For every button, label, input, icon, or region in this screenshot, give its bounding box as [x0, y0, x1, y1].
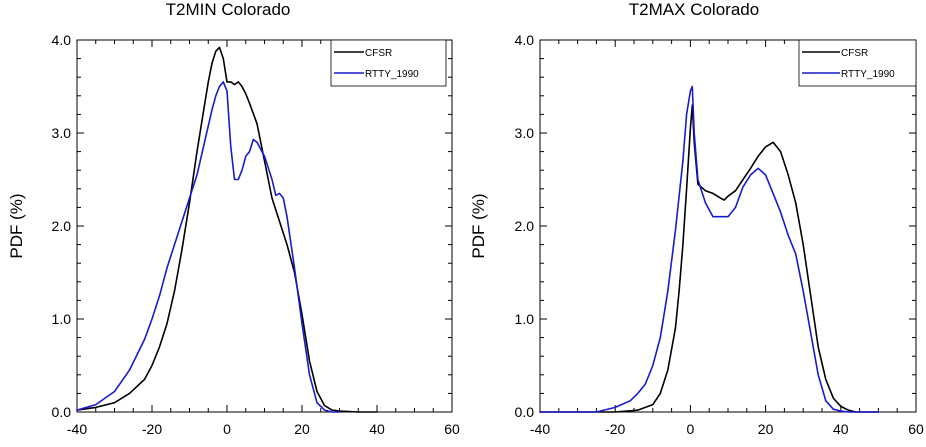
x-tick-label: -40 — [530, 421, 550, 437]
chart-panel-t2max: T2MAX Colorado PDF (%) -40 -20 0 20 40 60 0.0 1… — [469, 0, 924, 437]
y-axis-label: PDF (%) — [7, 193, 26, 258]
legend-label-rtty: RTTY_1990 — [841, 69, 895, 80]
y-tick-label: 4.0 — [52, 32, 72, 48]
series-lines — [76, 46, 378, 413]
series-line-cfsr — [539, 104, 880, 413]
x-tick-label: 60 — [444, 421, 460, 437]
axis-ticks: -40 -20 0 20 40 60 0.0 1.0 2.0 3.0 4.0 — [52, 32, 460, 437]
y-tick-label: 3.0 — [52, 125, 72, 141]
legend-label-rtty: RTTY_1990 — [365, 69, 419, 80]
x-tick-label: 0 — [223, 421, 231, 437]
legend-box — [798, 39, 917, 87]
series-lines — [539, 85, 880, 413]
y-tick-label: 0.0 — [515, 404, 535, 420]
y-tick-label: 1.0 — [515, 311, 535, 327]
x-tick-label: 40 — [369, 421, 385, 437]
x-tick-label: -20 — [142, 421, 162, 437]
legend-label-cfsr: CFSR — [365, 48, 392, 59]
x-tick-label: 0 — [687, 421, 695, 437]
chart-title: T2MAX Colorado — [629, 0, 759, 19]
x-tick-label: 20 — [294, 421, 310, 437]
y-tick-label: 4.0 — [515, 32, 535, 48]
plot-frame — [76, 39, 453, 413]
y-axis-label: PDF (%) — [469, 193, 488, 258]
x-tick-label: 20 — [758, 421, 774, 437]
legend: CFSR RTTY_1990 — [798, 39, 917, 87]
series-line-rtty-1990 — [76, 81, 341, 413]
legend-box — [330, 39, 447, 87]
plot-frame — [539, 39, 917, 413]
legend-label-cfsr: CFSR — [841, 48, 868, 59]
chart-panel-t2min: T2MIN Colorado PDF (%) -40 -20 0 20 40 60 0.0 1… — [7, 0, 460, 437]
x-tick-label: 40 — [833, 421, 849, 437]
y-tick-label: 2.0 — [52, 218, 72, 234]
axis-ticks: -40 -20 0 20 40 60 0.0 1.0 2.0 3.0 4.0 — [515, 32, 924, 437]
y-tick-label: 2.0 — [515, 218, 535, 234]
y-tick-label: 0.0 — [52, 404, 72, 420]
y-tick-label: 1.0 — [52, 311, 72, 327]
x-tick-label: 60 — [908, 421, 924, 437]
y-tick-label: 3.0 — [515, 125, 535, 141]
x-tick-label: -40 — [67, 421, 87, 437]
series-line-cfsr — [76, 46, 378, 413]
chart-title: T2MIN Colorado — [166, 0, 291, 19]
x-tick-label: -20 — [605, 421, 625, 437]
legend: CFSR RTTY_1990 — [330, 39, 447, 87]
series-line-rtty-1990 — [539, 85, 880, 413]
